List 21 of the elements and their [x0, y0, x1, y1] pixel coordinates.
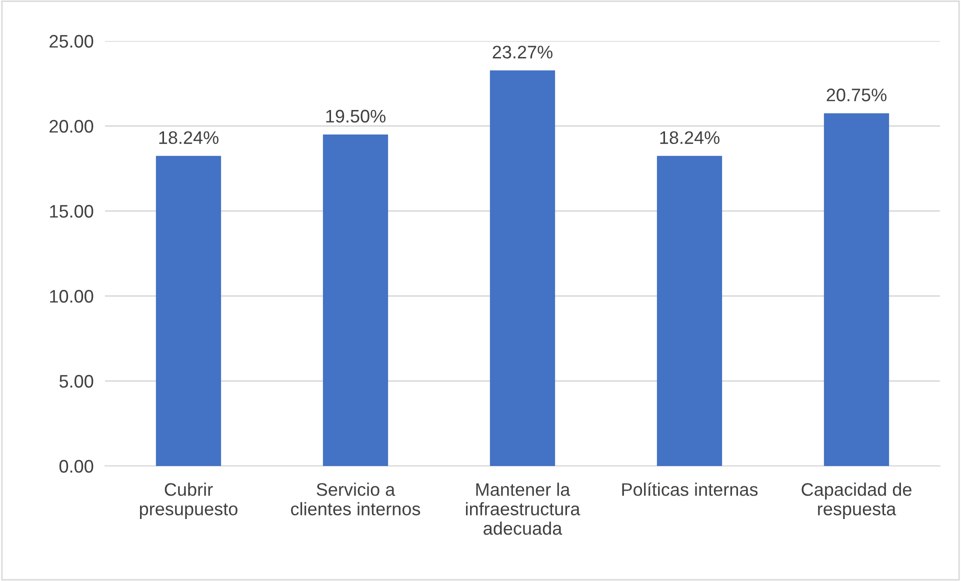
bar	[824, 113, 890, 466]
bar	[156, 156, 222, 466]
data-label: 23.27%	[492, 46, 552, 59]
y-tick-label: 20.00	[50, 120, 94, 133]
x-tick-label: Servicio a clientes internos	[291, 482, 420, 516]
bar	[322, 134, 388, 466]
x-tick-label: Capacidad de respuesta	[802, 482, 912, 519]
y-tick-label: 10.00	[50, 290, 94, 303]
data-label: 18.24%	[660, 131, 720, 144]
x-tick-label: Cubrir presupuesto	[140, 482, 238, 519]
bar	[656, 156, 722, 466]
bar	[490, 70, 556, 466]
data-label: 20.75%	[826, 88, 886, 102]
data-label: 18.24%	[159, 131, 218, 144]
y-tick-label: 15.00	[50, 204, 94, 218]
data-label: 19.50%	[326, 110, 386, 123]
y-tick-label: 0.00	[59, 460, 94, 473]
x-tick-label: Mantener la infraestructura adecuada	[466, 482, 580, 535]
y-tick-label: 5.00	[59, 374, 94, 388]
y-tick-label: 25.00	[50, 34, 94, 48]
x-tick-label: Políticas internas	[622, 482, 758, 496]
